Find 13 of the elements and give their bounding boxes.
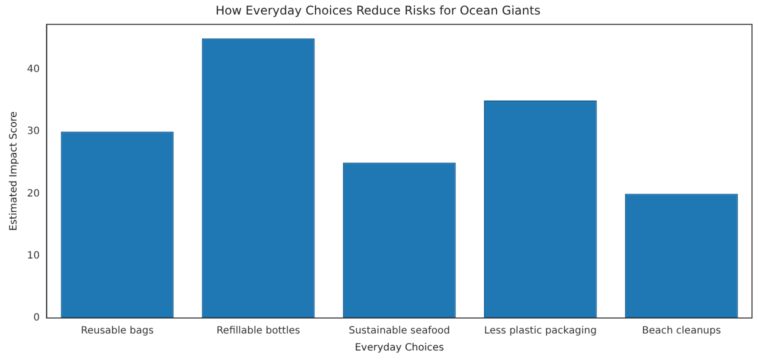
y-tick-label: 40 [26,64,40,76]
y-tick-label: 30 [26,126,40,138]
y-axis-title: Estimated Impact Score [8,111,20,231]
x-tick-label: Refillable bottles [216,326,300,337]
x-tick-label: Sustainable seafood [348,326,450,337]
y-tick-label: 20 [26,188,40,200]
x-tick-label: Beach cleanups [642,326,721,337]
x-tick-label: Less plastic packaging [484,326,597,337]
y-tick-label: 10 [26,250,40,262]
x-tick-label: Reusable bags [80,326,154,337]
chart-title: How Everyday Choices Reduce Risks for Ocean Giants [216,3,540,18]
x-axis-title: Everyday Choices [354,342,444,354]
y-tick-label: 0 [33,312,40,324]
